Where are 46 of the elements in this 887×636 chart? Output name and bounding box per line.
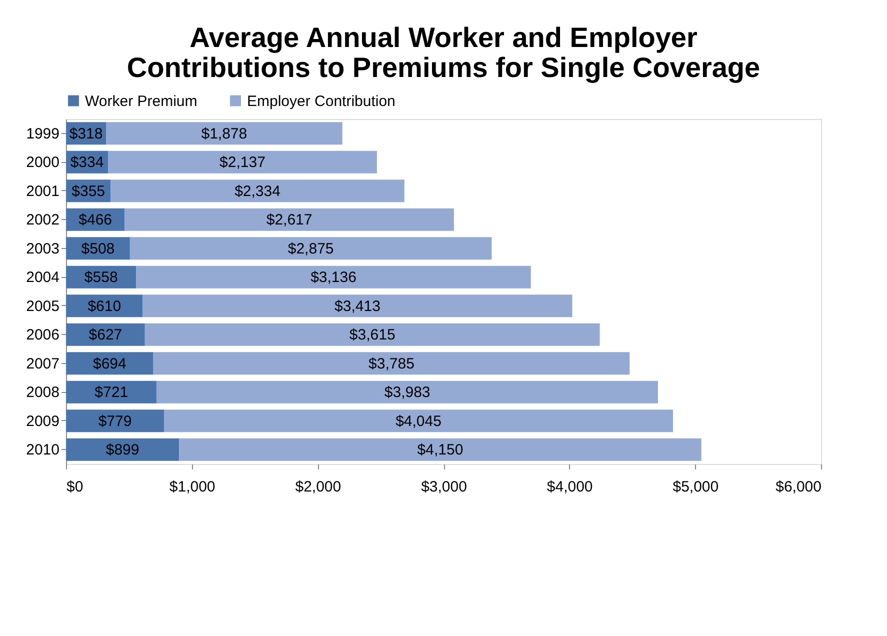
x-tick-label: $0 xyxy=(66,478,84,496)
data-label: $3,983 xyxy=(384,384,430,402)
data-label: $899 xyxy=(106,442,140,459)
data-label: $721 xyxy=(94,384,128,402)
data-label: $558 xyxy=(84,269,118,286)
data-label: $3,413 xyxy=(334,298,380,315)
y-tick-label: 2009 xyxy=(26,412,60,430)
data-label: $610 xyxy=(88,298,122,315)
x-tick-label: $1,000 xyxy=(169,478,216,496)
y-tick-label: 2005 xyxy=(26,298,60,315)
y-tick-label: 2007 xyxy=(26,355,60,372)
data-label: $2,334 xyxy=(234,182,280,200)
y-tick-label: 2002 xyxy=(26,212,60,229)
x-tick-label: $4,000 xyxy=(546,478,593,496)
data-label: $318 xyxy=(69,125,103,142)
data-label: $355 xyxy=(72,182,106,200)
data-label: $3,785 xyxy=(368,355,414,372)
x-tick-label: $6,000 xyxy=(776,478,822,496)
y-tick-label: 2003 xyxy=(26,240,60,258)
x-tick-label: $3,000 xyxy=(421,478,467,496)
data-label: $2,875 xyxy=(288,240,334,258)
data-label: $466 xyxy=(78,212,112,229)
legend-label: Worker Premium xyxy=(85,92,198,110)
y-tick-label: 1999 xyxy=(26,125,60,142)
data-label: $3,136 xyxy=(310,269,356,286)
data-label: $779 xyxy=(98,412,132,430)
data-label: $627 xyxy=(88,326,122,344)
data-label: $1,878 xyxy=(201,125,248,142)
y-tick-label: 2008 xyxy=(26,384,60,402)
data-label: $4,150 xyxy=(417,442,464,459)
x-tick-label: $5,000 xyxy=(672,478,719,496)
chart-title: Average Annual Worker and Employer Contributions to Premiums for Single Coverage xyxy=(126,22,760,83)
x-tick-label: $2,000 xyxy=(295,478,342,496)
y-tick-label: 2000 xyxy=(26,154,60,172)
data-label: $2,137 xyxy=(220,154,266,172)
y-tick-label: 2010 xyxy=(26,442,60,459)
data-label: $2,617 xyxy=(266,212,312,229)
y-tick-label: 2001 xyxy=(26,182,60,200)
data-label: $4,045 xyxy=(396,412,442,430)
data-label: $334 xyxy=(70,154,104,172)
y-tick-label: 2006 xyxy=(26,326,60,344)
data-label: $3,615 xyxy=(349,326,396,344)
y-tick-label: 2004 xyxy=(26,269,60,286)
data-label: $508 xyxy=(81,240,115,258)
legend-label: Employer Contribution xyxy=(247,92,396,110)
data-label: $694 xyxy=(92,355,126,372)
